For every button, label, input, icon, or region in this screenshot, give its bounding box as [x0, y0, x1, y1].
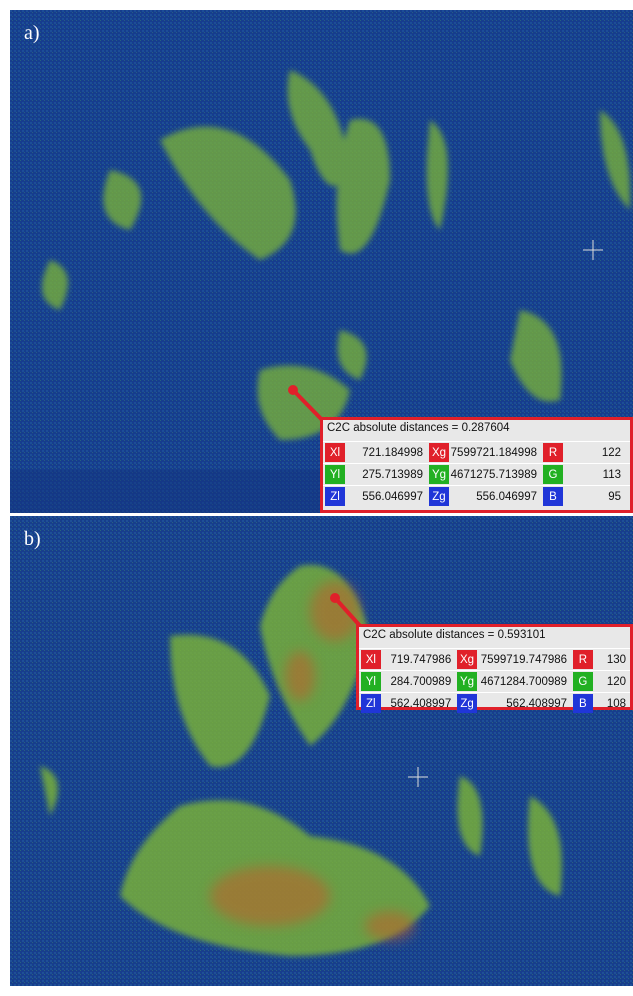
color-key: R	[573, 650, 593, 669]
color-value: 122	[601, 446, 621, 459]
color-value: 130	[606, 653, 626, 666]
color-key: B	[573, 694, 593, 713]
local-key: Zl	[361, 694, 381, 713]
global-value: 562.408997	[506, 697, 568, 710]
color-key: G	[573, 672, 593, 691]
panel-label: b)	[24, 528, 41, 550]
panel-b: b) C2C absolute distances = 0.593101 Xl 71…	[10, 516, 633, 986]
tooltip-row: Zl 562.408997 Zg 562.408997 B 108	[359, 692, 630, 714]
tooltip-row: Zl 556.046997 Zg 556.046997 B 95	[323, 485, 630, 507]
global-key: Yg	[457, 672, 477, 691]
local-value: 721.184998	[362, 446, 423, 459]
global-key: Yg	[429, 465, 449, 484]
tooltip: C2C absolute distances = 0.593101 Xl 719.7…	[356, 624, 633, 713]
local-key: Zl	[325, 487, 345, 506]
color-key: G	[543, 465, 563, 484]
tooltip: C2C absolute distances = 0.287604 Xl 721.1…	[320, 417, 633, 513]
color-value: 95	[608, 490, 621, 503]
tooltip-row: Yl 275.713989 Yg 4671275.713989 G 113	[323, 463, 630, 485]
global-value: 4671275.713989	[450, 468, 537, 481]
tooltip-row: Xl 721.184998 Xg 7599721.184998 R 122	[323, 441, 630, 463]
local-value: 556.046997	[362, 490, 423, 503]
local-key: Yl	[361, 672, 381, 691]
tooltip-row: Yl 284.700989 Yg 4671284.700989 G 120	[359, 670, 630, 692]
global-value: 556.046997	[476, 490, 537, 503]
tooltip-title: C2C absolute distances = 0.287604	[327, 422, 510, 434]
local-value: 284.700989	[390, 675, 452, 688]
point-cloud-b	[10, 516, 633, 986]
global-key: Zg	[457, 694, 477, 713]
local-value: 562.408997	[390, 697, 452, 710]
global-value: 7599719.747986	[480, 653, 568, 666]
color-value: 120	[606, 675, 626, 688]
global-key: Xg	[429, 443, 449, 462]
color-value: 113	[602, 468, 621, 481]
local-key: Xl	[325, 443, 345, 462]
global-value: 7599721.184998	[450, 446, 537, 459]
panel-label: a)	[24, 22, 40, 44]
local-key: Xl	[361, 650, 381, 669]
local-value: 275.713989	[362, 468, 423, 481]
panel-a: a) C2C absolute distances = 0.287604 Xl 72…	[10, 10, 633, 513]
global-key: Xg	[457, 650, 477, 669]
color-key: B	[543, 487, 563, 506]
tooltip-title: C2C absolute distances = 0.593101	[363, 629, 546, 641]
tooltip-row: Xl 719.747986 Xg 7599719.747986 R 130	[359, 648, 630, 670]
color-value: 108	[606, 697, 626, 710]
local-key: Yl	[325, 465, 345, 484]
color-key: R	[543, 443, 563, 462]
local-value: 719.747986	[390, 653, 452, 666]
global-key: Zg	[429, 487, 449, 506]
global-value: 4671284.700989	[480, 675, 568, 688]
